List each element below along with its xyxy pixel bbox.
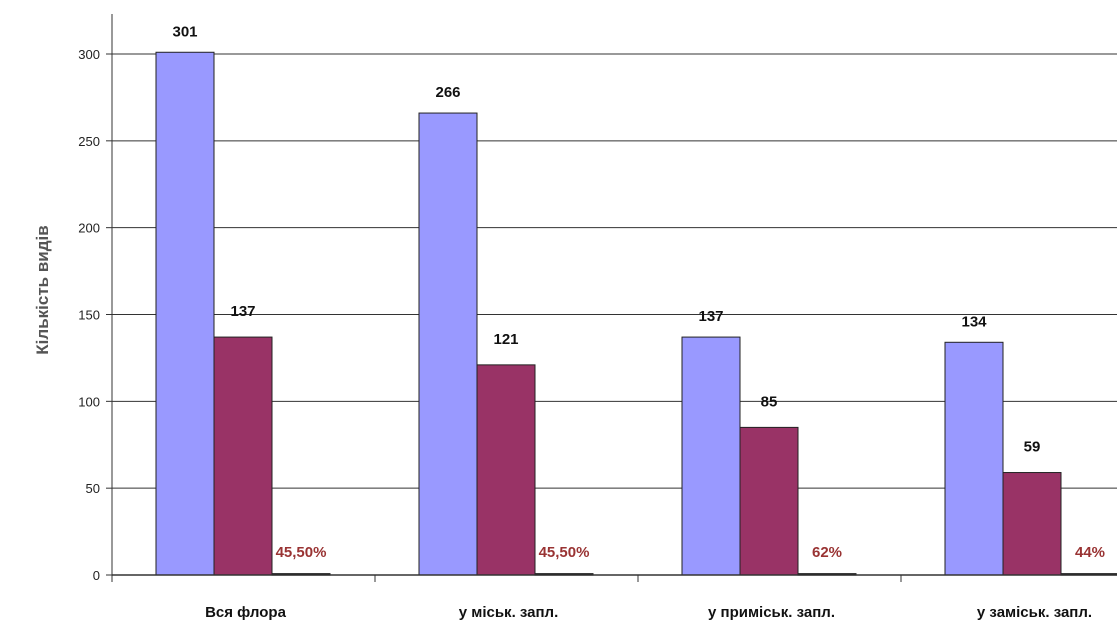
y-tick-label: 250 xyxy=(78,134,100,149)
data-label-series-2: 85 xyxy=(761,393,778,410)
y-tick-label: 150 xyxy=(78,308,100,323)
y-tick-label: 200 xyxy=(78,221,100,236)
axis-layer: 0 50 100 150 200 250 300 xyxy=(78,14,1117,583)
data-label-series-1: 137 xyxy=(698,308,723,325)
data-label-series-3: 62% xyxy=(812,544,842,561)
bar-series-1 xyxy=(418,112,478,576)
bar-series-2 xyxy=(213,336,273,576)
bar-series-1 xyxy=(681,336,741,576)
data-label-series-1: 301 xyxy=(172,23,197,40)
bar-series-2 xyxy=(476,364,536,576)
data-label-series-3: 45,50% xyxy=(276,544,327,561)
bars-layer xyxy=(155,51,1117,576)
category-label: Вся флора xyxy=(205,604,287,621)
y-tick-label: 50 xyxy=(86,481,100,496)
bar-series-1 xyxy=(155,51,215,576)
bar-series-2 xyxy=(739,426,799,576)
data-label-series-1: 134 xyxy=(961,313,987,330)
labels-layer: Вся флора у міськ. запл. у приміськ. запл.… xyxy=(172,23,1105,621)
y-tick-label: 100 xyxy=(78,394,100,409)
bar-series-2 xyxy=(1002,472,1062,576)
data-label-series-3: 45,50% xyxy=(539,544,590,561)
category-label: у заміськ. запл. xyxy=(977,604,1092,621)
category-label: у приміськ. запл. xyxy=(708,604,835,621)
category-label: у міськ. запл. xyxy=(459,604,559,621)
data-label-series-3: 44% xyxy=(1075,544,1105,561)
bar-series-1 xyxy=(944,341,1004,576)
data-label-series-2: 137 xyxy=(230,303,255,320)
data-label-series-1: 266 xyxy=(435,84,460,101)
data-label-series-2: 59 xyxy=(1024,439,1041,456)
y-axis-title: Кількість видів xyxy=(33,225,52,354)
y-tick-label: 300 xyxy=(78,47,100,62)
data-label-series-2: 121 xyxy=(493,331,518,348)
y-tick-label: 0 xyxy=(93,568,100,583)
